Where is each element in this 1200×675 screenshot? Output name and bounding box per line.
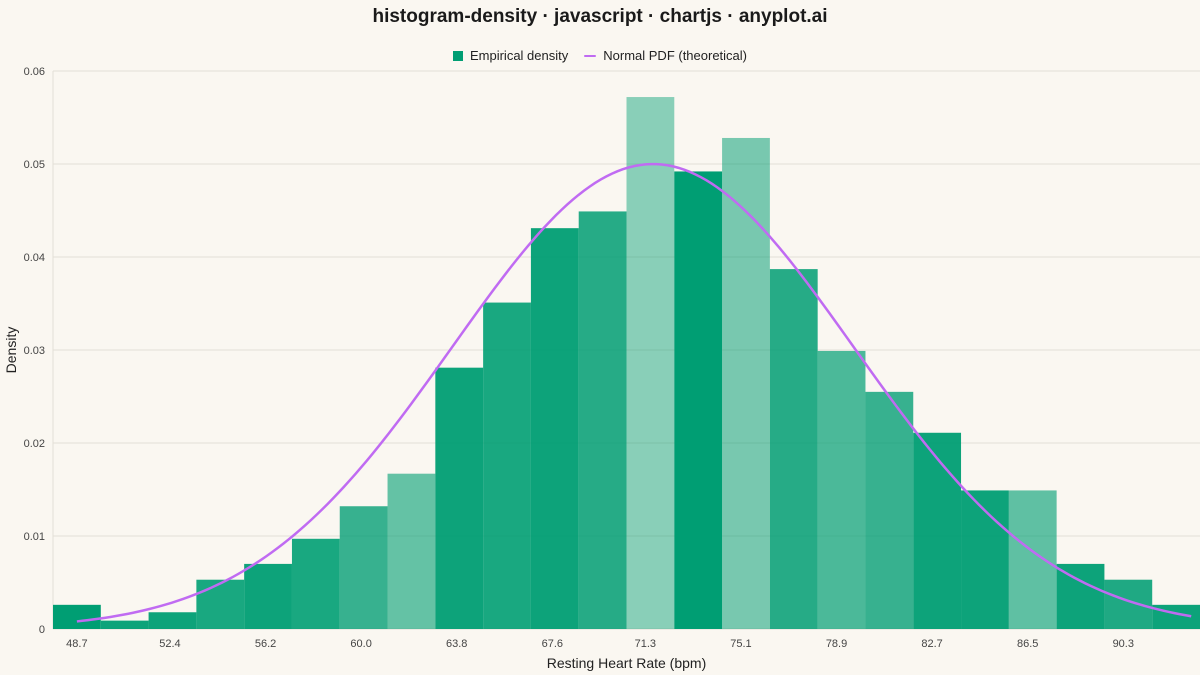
histogram-bar: [1008, 490, 1057, 629]
y-tick-label: 0: [39, 624, 45, 636]
y-tick-label: 0.06: [24, 66, 45, 78]
y-tick-label: 0.01: [24, 531, 45, 543]
y-tick-label: 0.03: [24, 345, 45, 357]
x-tick-label: 67.6: [542, 638, 563, 650]
histogram-bar: [1104, 579, 1153, 629]
y-tick-label: 0.02: [24, 438, 45, 450]
y-tick-label: 0.05: [24, 159, 45, 171]
x-tick-label: 56.2: [255, 638, 276, 650]
x-tick-label: 86.5: [1017, 638, 1038, 650]
histogram-bar: [339, 506, 388, 629]
histogram-bar: [530, 228, 579, 630]
histogram-bar: [148, 612, 197, 629]
legend: Empirical density Normal PDF (theoretica…: [0, 48, 1200, 63]
legend-item-empirical[interactable]: Empirical density: [452, 48, 569, 63]
histogram-bar: [196, 579, 245, 629]
x-tick-label: 75.1: [730, 638, 751, 650]
histogram-bar: [578, 211, 627, 629]
x-tick-label: 48.7: [66, 638, 87, 650]
histogram-bar: [865, 391, 914, 629]
x-tick-label: 60.0: [350, 638, 371, 650]
x-tick-label: 71.3: [635, 638, 656, 650]
histogram-bar: [626, 97, 675, 630]
histogram-bar: [1056, 563, 1105, 629]
histogram-bar: [722, 137, 770, 629]
histogram-bar: [674, 171, 723, 629]
y-tick-label: 0.04: [24, 252, 45, 264]
legend-swatch-line: [584, 54, 597, 57]
x-tick-label: 52.4: [159, 638, 180, 650]
y-axis-label: Density: [3, 327, 19, 374]
x-axis-label: Resting Heart Rate (bpm): [547, 655, 707, 671]
histogram-bar: [100, 620, 149, 629]
histogram-bar: [53, 604, 101, 629]
legend-label-normal-pdf: Normal PDF (theoretical): [603, 48, 748, 63]
histogram-bar: [244, 563, 292, 629]
x-tick-label: 78.9: [826, 638, 847, 650]
x-tick-label: 63.8: [446, 638, 467, 650]
normal-pdf-curve: [76, 162, 1192, 623]
chart-title: histogram-density · javascript · chartjs…: [372, 6, 828, 27]
x-tick-label: 82.7: [921, 638, 942, 650]
histogram-bar: [435, 367, 484, 629]
legend-label-empirical: Empirical density: [469, 48, 569, 63]
histogram-bar: [913, 432, 962, 629]
x-tick-label: 90.3: [1113, 638, 1134, 650]
histogram-bar: [961, 490, 1009, 629]
histogram-bar: [769, 269, 818, 629]
histogram-bar: [483, 302, 531, 629]
legend-swatch-bar: [452, 50, 463, 61]
histogram-bar: [291, 538, 340, 629]
histogram-bar: [387, 473, 436, 629]
legend-item-normal-pdf[interactable]: Normal PDF (theoretical): [584, 48, 747, 63]
histogram-bar: [817, 350, 866, 629]
